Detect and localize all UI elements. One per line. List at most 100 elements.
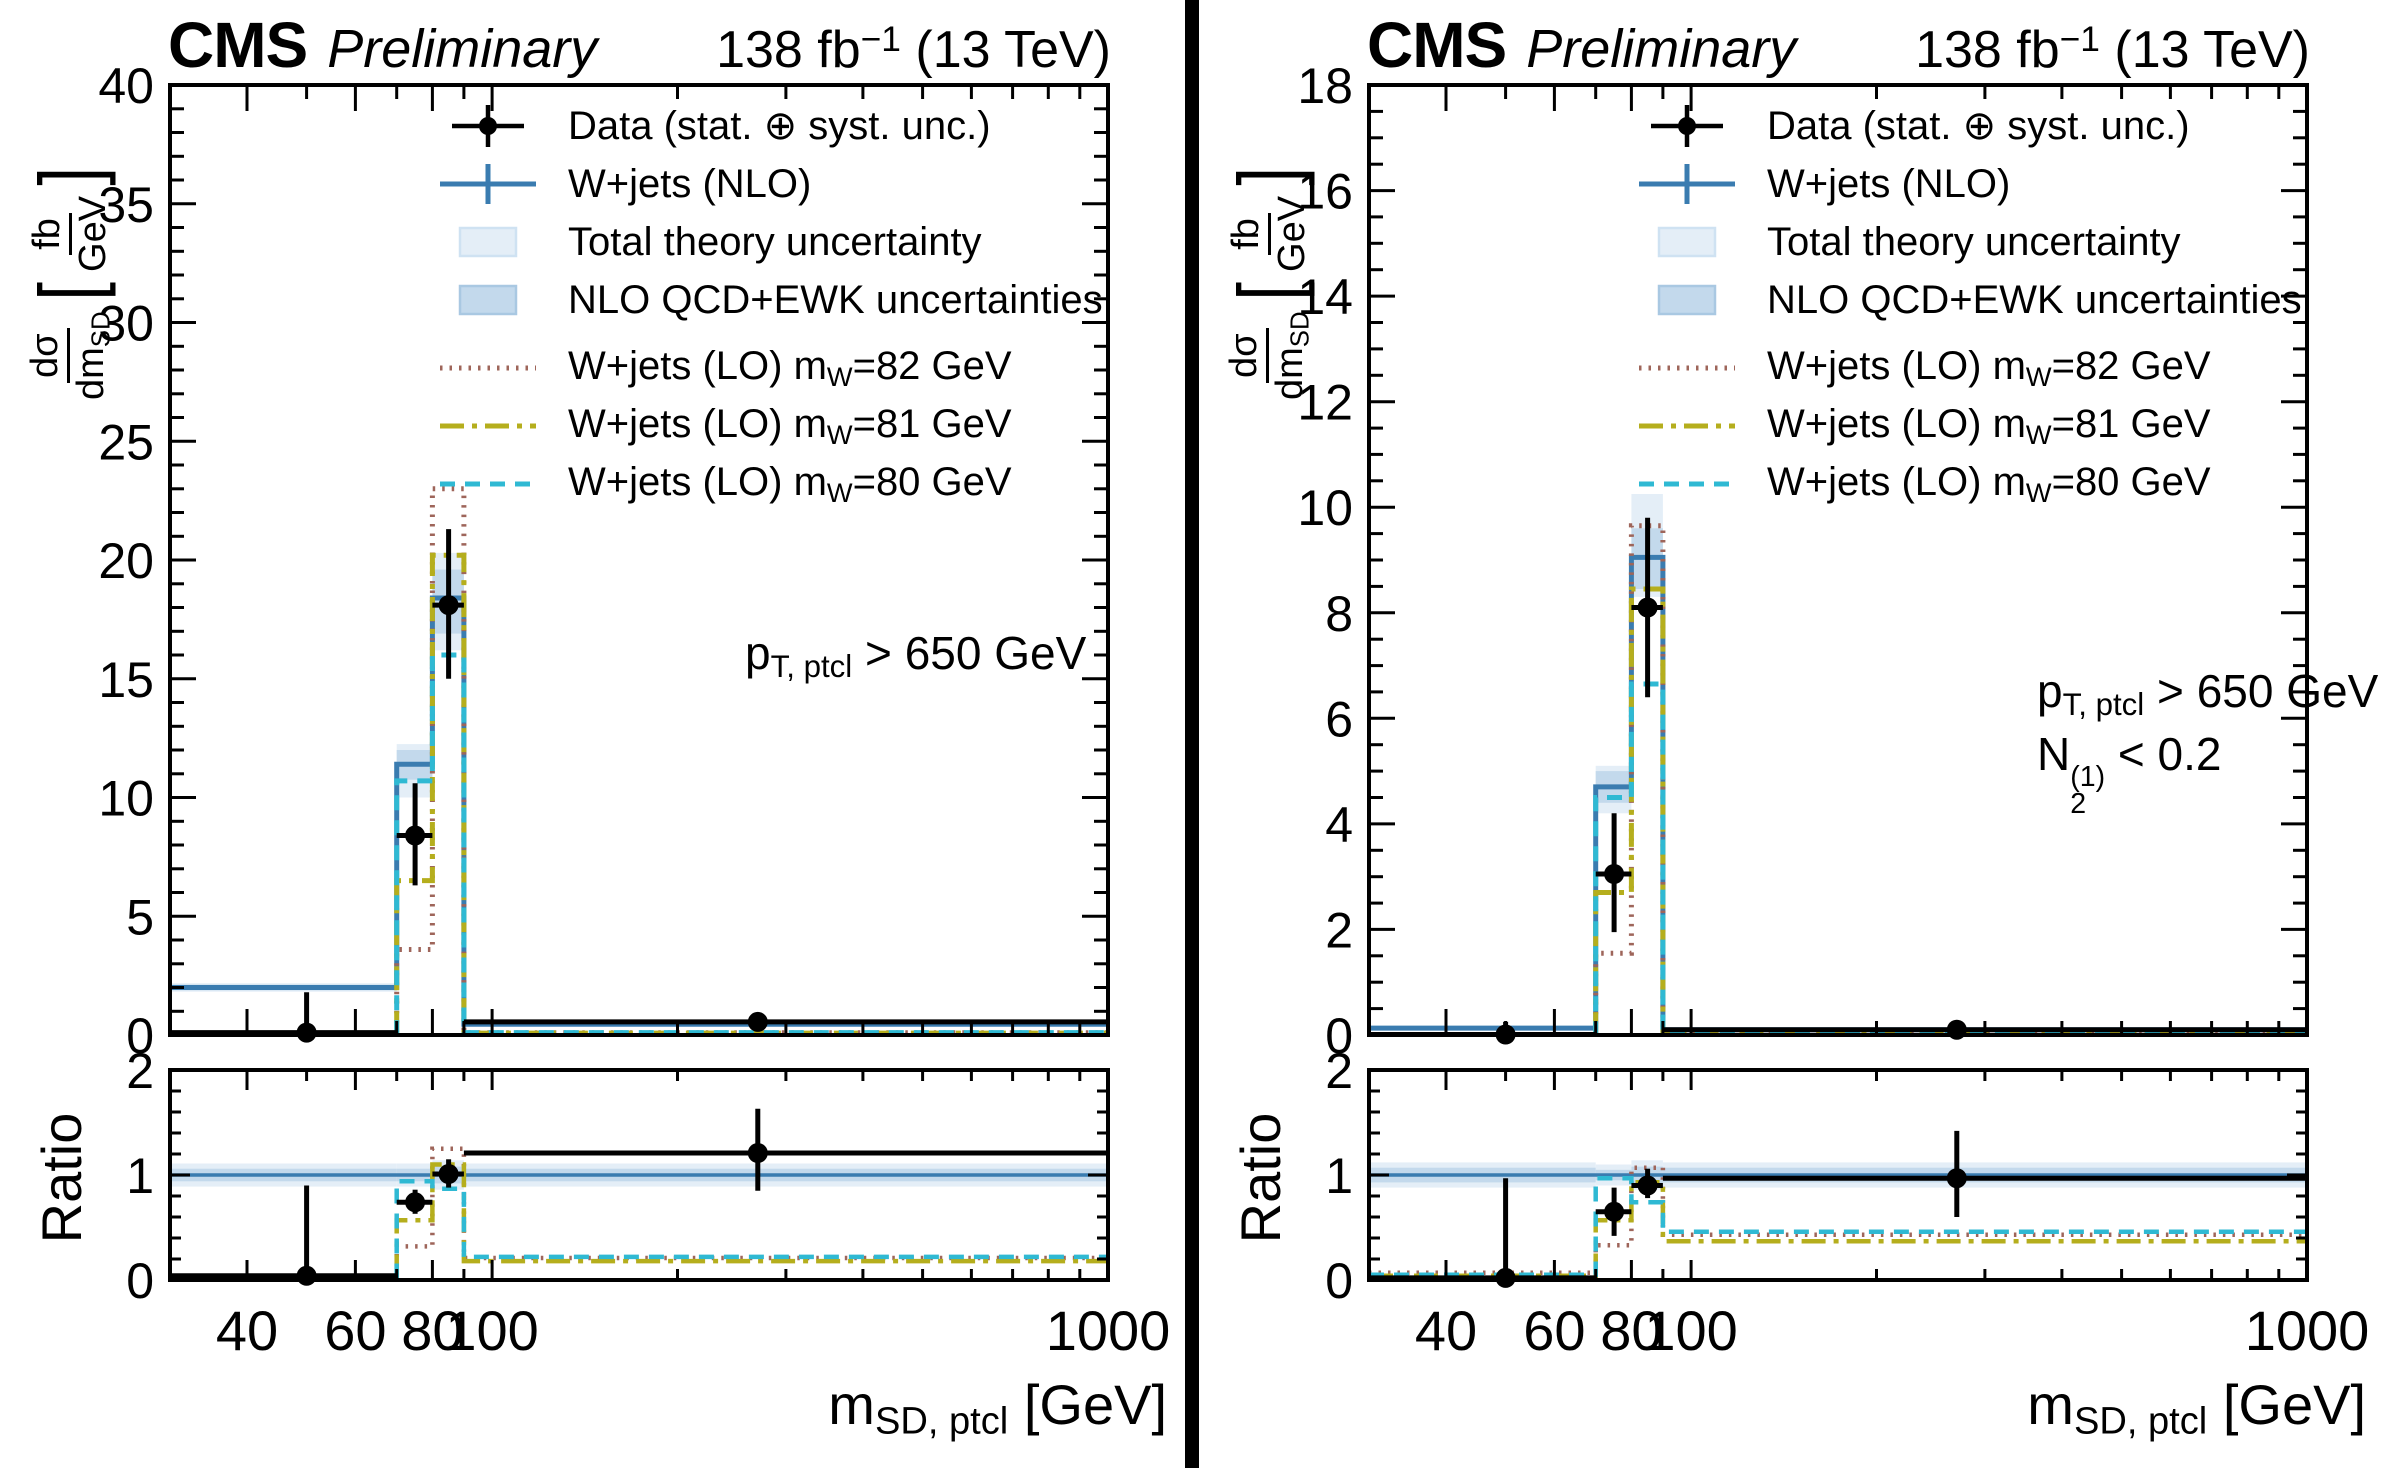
- lo-mw80-histogram: [170, 652, 1108, 1037]
- legend-marker-band-dark-icon: [1631, 276, 1743, 324]
- y-tick-label: 2: [1325, 902, 1353, 958]
- lo-mw80-histogram: [1369, 681, 2307, 1037]
- ratio-axes: 0 1 2: [1325, 1043, 2309, 1309]
- axis-frame: [168, 1068, 1110, 1282]
- y-tick-label: 0: [126, 1253, 154, 1309]
- annotation-line: N (1) 2 < 0.2: [2037, 728, 2222, 821]
- x-tick-label: 40: [216, 1299, 278, 1362]
- data-marker: [1637, 1175, 1658, 1196]
- legend-item-label: W+jets (LO) mW=81 GeV: [1767, 401, 2211, 450]
- y-tick-label: 30: [98, 296, 154, 352]
- legend-item: Total theory uncertainty: [432, 213, 1103, 271]
- legend-item-label: W+jets (NLO): [568, 161, 812, 206]
- legend: Data (stat. ⊕ syst. unc.) W+jets (NLO) Tot…: [432, 97, 1103, 513]
- luminosity-label: 138 fb−1 (13 TeV): [716, 20, 1111, 79]
- x-tick-label: 100: [1644, 1299, 1737, 1362]
- y-tick-label: 20: [98, 533, 154, 589]
- legend-marker-glyph: [440, 164, 536, 204]
- legend-item: W+jets (LO) mW=82 GeV: [432, 339, 1103, 397]
- x-tick-label: 100: [445, 1299, 538, 1362]
- y-tick-label: 15: [98, 652, 154, 708]
- panel-right: CMS Preliminary 138 fb−1 (13 TeV) dσ dmS…: [1199, 0, 2384, 1468]
- legend-item-label: W+jets (LO) mW=80 GeV: [1767, 459, 2211, 508]
- lo-mw80-histogram: [170, 1179, 1108, 1280]
- legend-marker-band-dark-icon: [432, 276, 544, 324]
- legend-item: W+jets (LO) mW=82 GeV: [1631, 339, 2302, 397]
- y-tick-label: 5: [126, 889, 154, 945]
- main-plot: [170, 486, 1108, 1043]
- legend: Data (stat. ⊕ syst. unc.) W+jets (NLO) Tot…: [1631, 97, 2302, 513]
- y-tick-label: 25: [98, 414, 154, 470]
- axis-frame: [168, 83, 1110, 1037]
- y-tick-label: 1: [1325, 1148, 1353, 1204]
- legend-item: Data (stat. ⊕ syst. unc.): [1631, 97, 2302, 155]
- legend-marker-glyph: [440, 481, 536, 487]
- data-marker: [747, 1143, 768, 1163]
- legend-item-label: NLO QCD+EWK uncertainties: [568, 277, 1103, 322]
- x-tick-label: 1000: [2245, 1299, 2370, 1362]
- y-tick-label: 2: [126, 1043, 154, 1099]
- annotation-line: pT, ptcl > 650 GeV: [745, 627, 1087, 684]
- legend-item: NLO QCD+EWK uncertainties: [432, 271, 1103, 329]
- panel-divider: [1185, 0, 1199, 1468]
- legend-item: W+jets (NLO): [432, 155, 1103, 213]
- legend-item-label: Data (stat. ⊕ syst. unc.): [1767, 104, 2190, 148]
- legend-item: W+jets (NLO): [1631, 155, 2302, 213]
- y-tick-label: 1: [126, 1148, 154, 1204]
- legend-marker-lo-mw80-icon: [432, 460, 544, 508]
- annotation-line: pT, ptcl > 650 GeV: [2037, 665, 2379, 722]
- data-points: [170, 529, 1108, 1043]
- legend-marker-glyph: [1657, 284, 1717, 316]
- legend-marker-glyph: [1657, 226, 1717, 258]
- lo-mw80-histogram: [1369, 1175, 2307, 1278]
- y-tick-label: 0: [1325, 1008, 1353, 1064]
- y-tick-label: 35: [98, 177, 154, 233]
- legend-marker-lo-mw82-icon: [1631, 344, 1743, 392]
- legend-item-label: Total theory uncertainty: [1767, 219, 2181, 264]
- ratio-axes: 0 1 2: [126, 1043, 1110, 1309]
- y-tick-label: 0: [126, 1008, 154, 1064]
- x-tick-label: 60: [1523, 1299, 1585, 1362]
- x-tick-label: 80: [1600, 1299, 1662, 1362]
- legend-item: W+jets (LO) mW=81 GeV: [432, 397, 1103, 455]
- plot-header: CMS Preliminary 138 fb−1 (13 TeV): [168, 0, 1111, 81]
- data-marker: [1604, 864, 1625, 884]
- plot-header: CMS Preliminary 138 fb−1 (13 TeV): [1367, 0, 2310, 81]
- legend-item-label: NLO QCD+EWK uncertainties: [1767, 277, 2302, 322]
- axis-frame: [1367, 83, 2309, 1037]
- y-tick-label: 16: [1297, 164, 1353, 220]
- data-points: [1369, 1130, 2307, 1288]
- legend-marker-band-light-icon: [432, 218, 544, 266]
- data-marker: [405, 825, 426, 846]
- y-tick-label: 14: [1297, 269, 1353, 325]
- legend-item: W+jets (LO) mW=80 GeV: [1631, 455, 2302, 513]
- legend-marker-glyph: [440, 365, 536, 371]
- legend-item-label: W+jets (NLO): [1767, 161, 2011, 206]
- legend-marker-glyph: [1639, 481, 1735, 487]
- y-tick-label: 18: [1297, 58, 1353, 114]
- legend-item-label: W+jets (LO) mW=82 GeV: [1767, 343, 2211, 392]
- experiment-label: CMS: [1367, 8, 1507, 81]
- legend-marker-glyph: [452, 105, 524, 147]
- legend-item-label: Data (stat. ⊕ syst. unc.): [568, 104, 991, 148]
- x-tick-label: 1000: [1046, 1299, 1171, 1362]
- y-tick-label: 40: [98, 58, 154, 114]
- experiment-label: CMS: [168, 8, 308, 81]
- legend-marker-glyph: [458, 284, 518, 316]
- data-marker: [438, 1164, 459, 1184]
- y-tick-label: 8: [1325, 586, 1353, 642]
- selection-annotation: pT, ptcl > 650 GeV N (1) 2 < 0.2: [2037, 662, 2379, 821]
- y-tick-label: 0: [1325, 1253, 1353, 1309]
- lo-mw81-histogram: [170, 552, 1108, 1037]
- legend-marker-nlo-icon: [1631, 160, 1743, 208]
- y-tick-label: 10: [1297, 480, 1353, 536]
- legend-item: W+jets (LO) mW=81 GeV: [1631, 397, 2302, 455]
- lo-mw82-histogram: [170, 486, 1108, 1037]
- legend-marker-glyph: [1639, 164, 1735, 204]
- y-tick-label: 6: [1325, 691, 1353, 747]
- legend-item: Data (stat. ⊕ syst. unc.): [432, 97, 1103, 155]
- x-tick-label: 60: [324, 1299, 386, 1362]
